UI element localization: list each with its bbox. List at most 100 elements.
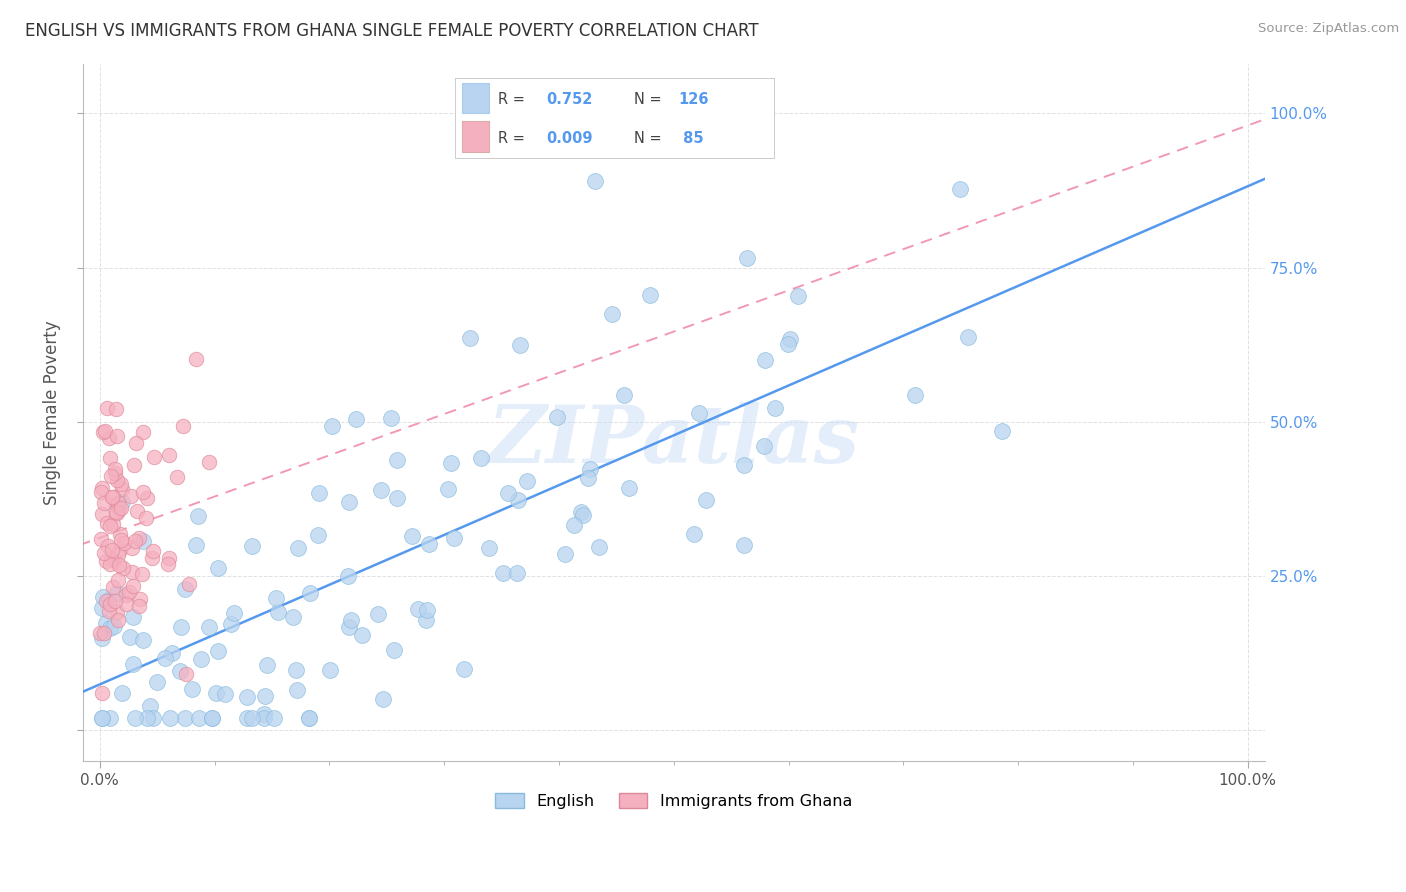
Point bbox=[569, 505, 592, 519]
Point bbox=[337, 620, 360, 634]
Point bbox=[122, 657, 145, 671]
Point bbox=[124, 710, 146, 724]
Point bbox=[776, 336, 799, 351]
Point bbox=[103, 553, 125, 567]
Point bbox=[98, 450, 121, 465]
Point bbox=[496, 486, 519, 500]
Point bbox=[120, 489, 142, 503]
Point bbox=[107, 585, 129, 599]
Point bbox=[571, 508, 593, 522]
Point bbox=[256, 658, 278, 673]
Point bbox=[516, 474, 538, 488]
Point bbox=[91, 685, 114, 699]
Point bbox=[101, 490, 124, 504]
Point bbox=[991, 424, 1014, 438]
Point bbox=[104, 505, 127, 519]
Point bbox=[98, 710, 121, 724]
Point bbox=[135, 511, 157, 525]
Point bbox=[370, 483, 392, 498]
Point bbox=[458, 331, 481, 345]
Point bbox=[157, 448, 180, 462]
Point bbox=[287, 541, 309, 555]
Point bbox=[100, 558, 122, 572]
Point bbox=[373, 692, 395, 706]
Point bbox=[254, 689, 277, 703]
Point bbox=[139, 699, 162, 714]
Point bbox=[111, 561, 134, 575]
Point bbox=[166, 470, 188, 484]
Point bbox=[321, 419, 343, 434]
Point bbox=[787, 288, 810, 302]
Point bbox=[105, 473, 128, 487]
Point bbox=[253, 706, 276, 721]
Point bbox=[337, 495, 360, 509]
Point bbox=[97, 431, 120, 445]
Point bbox=[103, 618, 125, 632]
Point bbox=[219, 617, 242, 632]
Point bbox=[198, 455, 221, 469]
Point bbox=[179, 577, 201, 591]
Point bbox=[121, 610, 143, 624]
Point bbox=[453, 662, 475, 676]
Point bbox=[169, 664, 191, 678]
Point bbox=[98, 604, 121, 618]
Point bbox=[683, 527, 706, 541]
Point bbox=[142, 710, 165, 724]
Point bbox=[443, 531, 465, 545]
Point bbox=[236, 710, 259, 724]
Point bbox=[104, 466, 127, 480]
Point bbox=[91, 425, 114, 439]
Point bbox=[617, 481, 640, 495]
Point bbox=[401, 529, 423, 543]
Point bbox=[236, 690, 259, 705]
Point bbox=[93, 496, 115, 510]
Point bbox=[263, 710, 285, 724]
Point bbox=[184, 538, 207, 552]
Point bbox=[120, 630, 142, 644]
Point bbox=[298, 710, 321, 724]
Point bbox=[96, 516, 118, 530]
Point bbox=[546, 409, 568, 424]
Point bbox=[124, 533, 146, 548]
Point bbox=[695, 493, 717, 508]
Point bbox=[416, 603, 439, 617]
Point bbox=[107, 574, 129, 588]
Point bbox=[118, 585, 141, 599]
Point bbox=[121, 541, 143, 555]
Point bbox=[181, 681, 204, 696]
Point bbox=[94, 424, 117, 438]
Point bbox=[579, 461, 602, 475]
Point bbox=[506, 492, 529, 507]
Point bbox=[187, 710, 209, 724]
Point bbox=[135, 491, 157, 506]
Point bbox=[90, 484, 112, 499]
Point bbox=[308, 486, 330, 500]
Point bbox=[108, 558, 131, 573]
Point bbox=[125, 504, 148, 518]
Point bbox=[350, 627, 373, 641]
Point bbox=[240, 710, 263, 724]
Point bbox=[949, 182, 972, 196]
Point bbox=[172, 419, 194, 434]
Point bbox=[470, 451, 492, 466]
Point bbox=[735, 251, 758, 265]
Point bbox=[418, 537, 440, 551]
Point bbox=[136, 710, 159, 724]
Point bbox=[385, 453, 408, 467]
Point bbox=[141, 551, 163, 566]
Point bbox=[91, 631, 114, 645]
Point bbox=[104, 401, 127, 416]
Point bbox=[583, 174, 606, 188]
Point bbox=[103, 490, 125, 504]
Point bbox=[100, 552, 122, 566]
Point bbox=[174, 667, 197, 681]
Point bbox=[93, 546, 115, 560]
Point bbox=[242, 539, 264, 553]
Point bbox=[115, 588, 138, 602]
Point bbox=[184, 352, 207, 367]
Point bbox=[100, 469, 122, 483]
Point bbox=[602, 307, 624, 321]
Text: ZIPatlas: ZIPatlas bbox=[488, 401, 860, 479]
Point bbox=[146, 674, 169, 689]
Point bbox=[763, 401, 786, 415]
